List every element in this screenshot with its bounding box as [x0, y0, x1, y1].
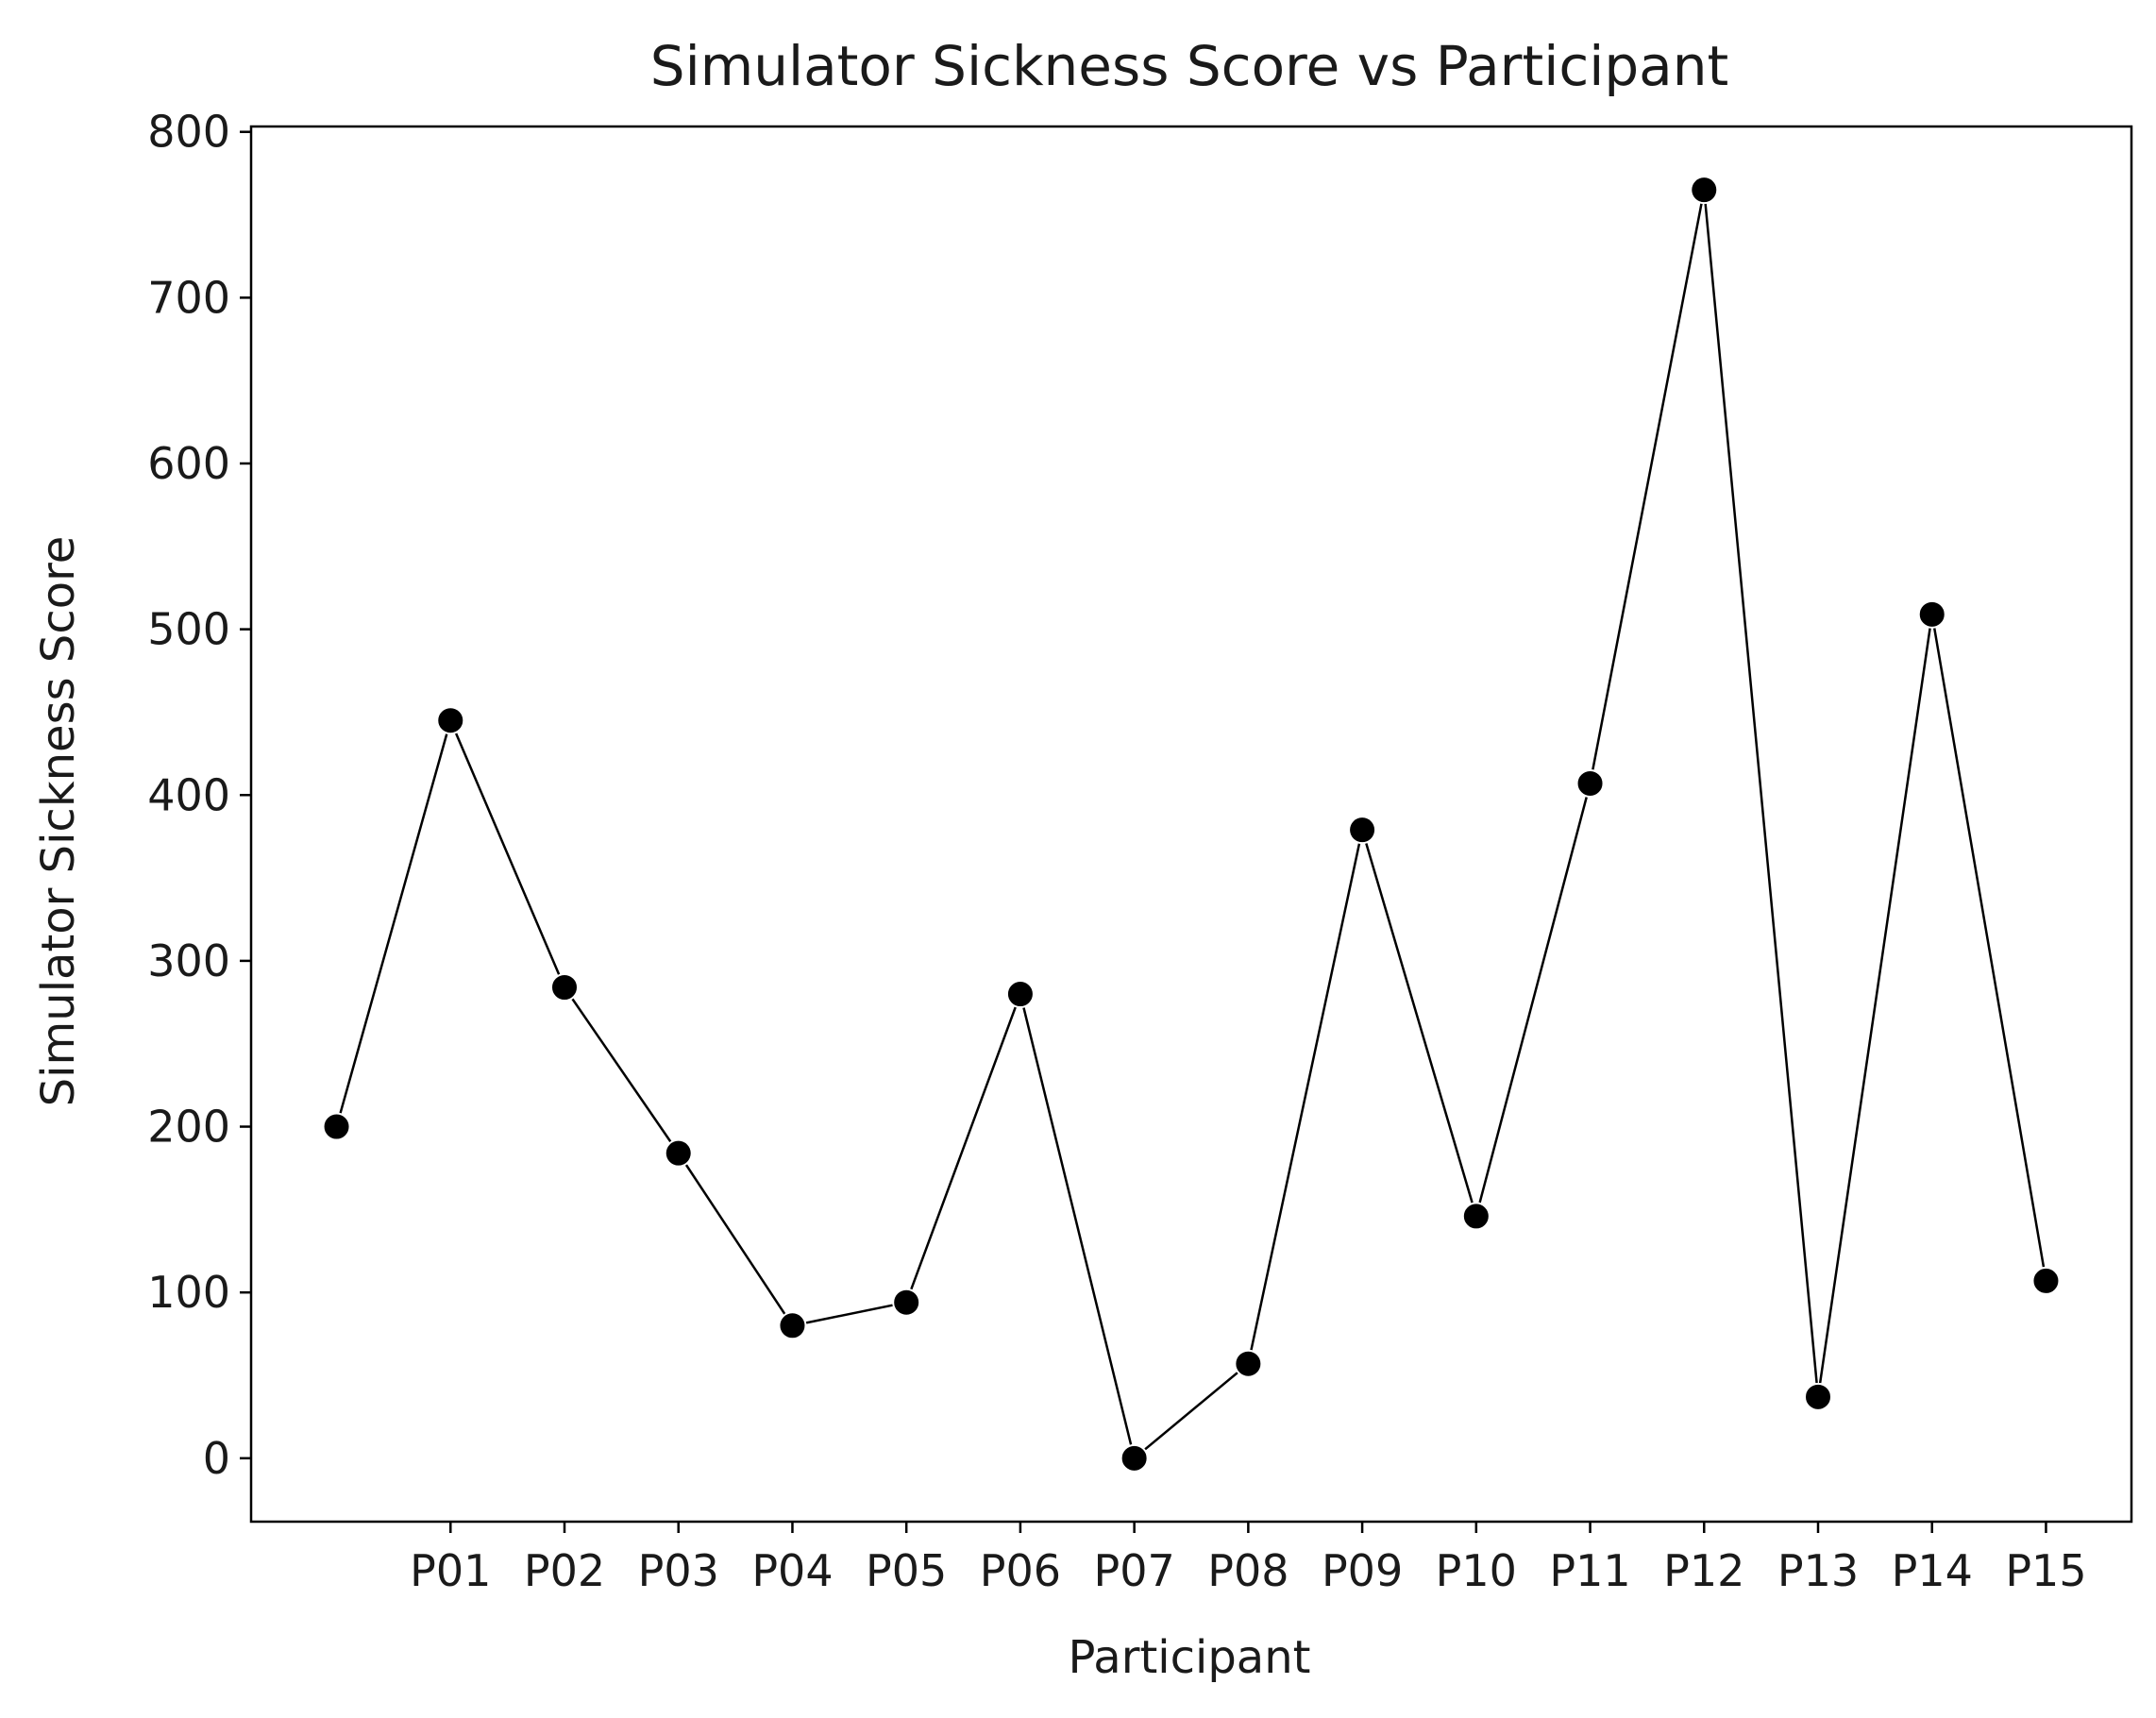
data-point [778, 1311, 807, 1340]
data-point [1120, 1443, 1149, 1473]
x-tick-label: P09 [1322, 1545, 1403, 1596]
data-point [436, 706, 465, 735]
x-tick-label: P15 [2005, 1545, 2086, 1596]
data-point [550, 973, 579, 1002]
data-point [1461, 1202, 1491, 1231]
data-point [892, 1288, 921, 1317]
x-axis-ticks: P01 P02 P03 P04 P05 P06 P07 P08 P09 P10 P11 P12 P13 P… [410, 1522, 2087, 1596]
y-tick-label: 700 [147, 272, 230, 323]
series-line [335, 189, 2047, 1461]
data-points [322, 176, 2061, 1473]
data-point [2031, 1266, 2061, 1295]
data-point [664, 1138, 693, 1168]
data-point [1005, 980, 1035, 1009]
x-tick-label: P03 [638, 1545, 719, 1596]
data-point [1690, 176, 1719, 205]
data-point [322, 1112, 351, 1141]
x-tick-label: P04 [751, 1545, 833, 1596]
y-tick-label: 200 [147, 1102, 230, 1153]
x-tick-label: P06 [980, 1545, 1061, 1596]
x-tick-label: P05 [866, 1545, 947, 1596]
y-axis-title: Simulator Sickness Score [32, 536, 85, 1107]
x-axis-title: Participant [1069, 1631, 1311, 1684]
x-tick-label: P14 [1892, 1545, 1973, 1596]
x-tick-label: P10 [1436, 1545, 1517, 1596]
data-point [1234, 1349, 1263, 1378]
plot-frame [249, 125, 2133, 1524]
chart-title: Simulator Sickness Score vs Participant [650, 34, 1728, 98]
y-tick-label: 500 [147, 604, 230, 655]
x-tick-label: P08 [1207, 1545, 1289, 1596]
y-tick-label: 100 [147, 1267, 230, 1318]
y-tick-label: 300 [147, 935, 230, 986]
x-tick-label: P11 [1549, 1545, 1630, 1596]
data-point [1917, 599, 1946, 629]
x-tick-label: P07 [1093, 1545, 1174, 1596]
y-tick-label: 0 [203, 1433, 230, 1484]
x-tick-label: P02 [524, 1545, 605, 1596]
x-tick-label: P01 [410, 1545, 491, 1596]
y-axis-ticks: 0 100 200 300 400 500 600 700 800 [147, 107, 251, 1484]
data-point [1575, 768, 1605, 798]
x-tick-label: P13 [1777, 1545, 1859, 1596]
y-tick-label: 600 [147, 438, 230, 489]
y-tick-label: 800 [147, 107, 230, 158]
data-point [1804, 1382, 1832, 1411]
y-tick-label: 400 [147, 769, 230, 820]
data-point [1348, 816, 1377, 845]
x-tick-label: P12 [1663, 1545, 1744, 1596]
